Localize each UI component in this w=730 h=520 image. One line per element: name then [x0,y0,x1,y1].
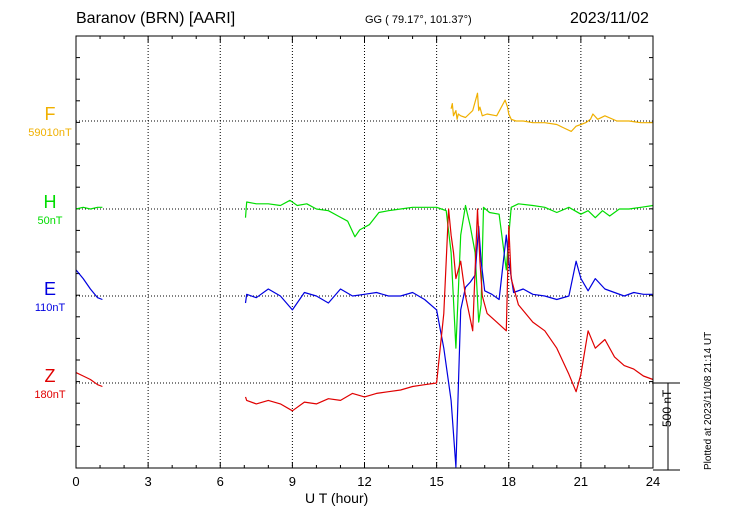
x-tick-label: 21 [573,474,589,489]
series-line-Z [75,372,103,388]
x-tick-label: 18 [501,474,516,489]
series-label-F: F [44,104,56,124]
x-tick-label: 6 [216,474,224,489]
station-title: Baranov (BRN) [AARI] [76,10,236,27]
series-baseline-E: 110nT [34,302,66,314]
series-label-E: E [43,279,56,299]
plot-grid [75,35,654,468]
series-line-E [75,269,103,301]
series-line-Z [244,208,654,412]
x-tick-label: 12 [357,474,372,489]
series-layer [75,92,654,468]
series-line-F [450,92,653,132]
series-label-H: H [43,192,57,212]
plot-date: 2023/11/02 [570,10,649,27]
x-tick-label: 0 [72,474,80,489]
x-axis-label: U T (hour) [305,490,369,506]
x-tick-label: 24 [645,474,661,489]
x-tick-label: 3 [144,474,152,489]
series-line-H [75,206,103,210]
series-baseline-Z: 180nT [34,389,66,401]
x-tick-label: 15 [429,474,444,489]
plotted-timestamp: Plotted at 2023/11/08 21:14 UT [703,331,714,470]
series-label-Z: Z [44,366,56,386]
geographic-coordinates: GG ( 79.17°, 101.37°) [365,14,472,26]
x-tick-label: 9 [288,474,296,489]
series-baseline-F: 59010nT [28,127,72,139]
series-line-H [244,199,654,349]
series-line-E [244,225,653,468]
series-baseline-H: 50nT [37,215,63,227]
scale-bar [653,382,680,471]
plot-frame [75,35,654,469]
scale-bar-label: 500 nT [660,389,674,427]
